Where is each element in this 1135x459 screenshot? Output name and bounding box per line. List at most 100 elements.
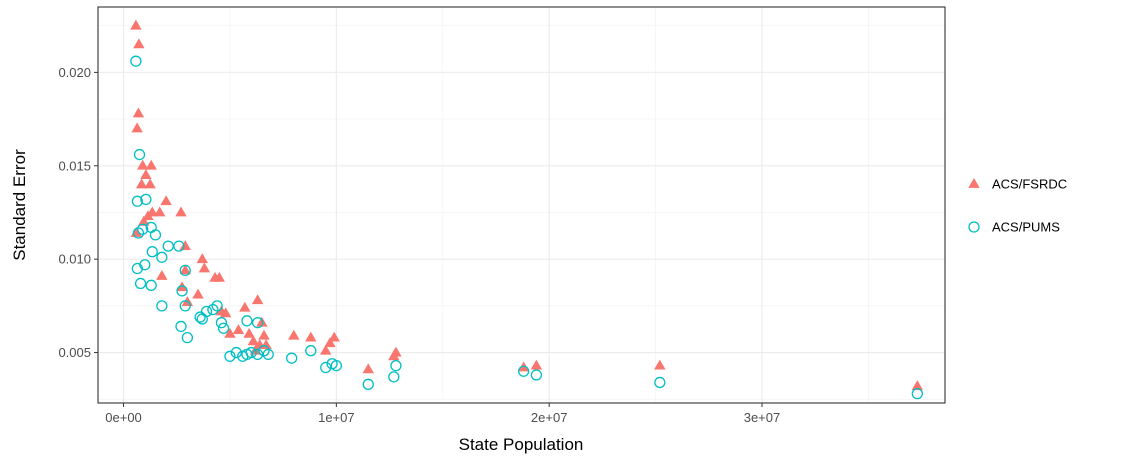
data-point <box>145 279 157 291</box>
data-point <box>390 346 402 357</box>
data-point <box>160 195 172 206</box>
data-point <box>305 331 317 342</box>
x-tick-label: 0e+00 <box>105 410 142 425</box>
data-point <box>145 159 157 170</box>
data-point <box>133 38 145 49</box>
data-point <box>320 361 332 374</box>
x-tick-label: 1e+07 <box>318 410 355 425</box>
data-point <box>258 329 270 340</box>
data-point <box>251 317 264 329</box>
data-point <box>232 324 245 335</box>
data-point <box>388 371 400 383</box>
data-point <box>175 320 187 333</box>
data-point <box>260 339 272 349</box>
data-point <box>530 359 543 370</box>
data-point <box>654 359 666 370</box>
data-point <box>224 350 236 362</box>
data-point <box>130 19 142 30</box>
data-point <box>247 335 260 346</box>
data-point <box>140 169 152 180</box>
data-point <box>179 240 191 250</box>
data-point <box>324 337 336 348</box>
data-point <box>239 301 251 312</box>
legend: ACS/FSRDC ACS/PUMS <box>968 177 1067 235</box>
data-point <box>911 388 923 400</box>
data-point <box>192 288 204 299</box>
legend-item: ACS/FSRDC <box>968 177 1067 192</box>
x-axis: 0e+00 1e+07 2e+07 3e+07 <box>105 403 780 425</box>
data-point <box>142 210 154 221</box>
y-axis-title: Standard Error <box>10 149 29 261</box>
data-point <box>328 331 340 342</box>
data-point <box>230 346 242 359</box>
data-point <box>176 285 188 297</box>
data-point <box>219 307 232 318</box>
minor-gridlines <box>98 7 945 403</box>
data-point <box>196 253 208 264</box>
data-point <box>262 348 274 361</box>
data-point <box>156 251 168 263</box>
data-point <box>136 159 149 170</box>
data-point <box>156 300 168 312</box>
data-point <box>194 311 206 323</box>
data-point <box>149 229 162 241</box>
data-point <box>362 363 374 374</box>
data-point <box>132 107 145 118</box>
data-point <box>224 327 236 338</box>
data-point <box>320 344 332 355</box>
data-point <box>156 269 168 280</box>
legend-label: ACS/PUMS <box>992 220 1060 235</box>
data-points <box>130 19 924 400</box>
y-axis: 0.005 0.010 0.015 0.020 <box>58 65 98 360</box>
legend-label: ACS/FSRDC <box>992 177 1067 192</box>
y-tick-label: 0.010 <box>58 252 91 267</box>
legend-item: ACS/PUMS <box>968 220 1060 235</box>
data-point <box>200 305 213 318</box>
data-point <box>144 178 156 189</box>
data-point <box>243 327 255 338</box>
legend-key <box>968 178 980 188</box>
data-point <box>179 300 191 312</box>
data-point <box>179 264 191 277</box>
data-point <box>286 352 298 364</box>
data-point <box>130 55 142 67</box>
legend-key <box>968 221 980 233</box>
data-point <box>211 300 223 312</box>
x-tick-label: 3e+07 <box>744 410 781 425</box>
data-point <box>154 206 166 217</box>
data-point <box>134 277 147 290</box>
data-point <box>654 376 666 389</box>
data-point <box>213 271 226 282</box>
data-point <box>140 193 152 206</box>
data-point <box>198 262 211 273</box>
data-point <box>288 329 300 340</box>
data-point <box>390 359 402 372</box>
y-tick-label: 0.015 <box>58 158 91 173</box>
data-point <box>179 264 191 275</box>
data-point <box>215 317 228 329</box>
data-point <box>530 369 543 381</box>
data-point <box>251 294 264 305</box>
y-tick-label: 0.005 <box>58 345 91 360</box>
data-point <box>146 246 158 258</box>
data-point <box>173 240 185 252</box>
series-2-points <box>130 55 923 400</box>
data-point <box>241 315 253 327</box>
data-point <box>131 195 144 207</box>
data-point <box>181 331 194 344</box>
plot-panel <box>98 7 945 403</box>
data-point <box>139 259 151 271</box>
data-point <box>911 380 924 391</box>
x-axis-title: State Population <box>459 435 584 454</box>
x-tick-label: 2e+07 <box>531 410 568 425</box>
data-point <box>362 378 374 390</box>
series-1-points <box>130 19 924 391</box>
data-point <box>137 223 149 235</box>
data-point <box>131 122 143 133</box>
data-point <box>175 206 187 217</box>
y-tick-label: 0.020 <box>58 65 91 80</box>
data-point <box>245 346 257 359</box>
data-point <box>135 178 148 189</box>
data-point <box>305 345 317 357</box>
